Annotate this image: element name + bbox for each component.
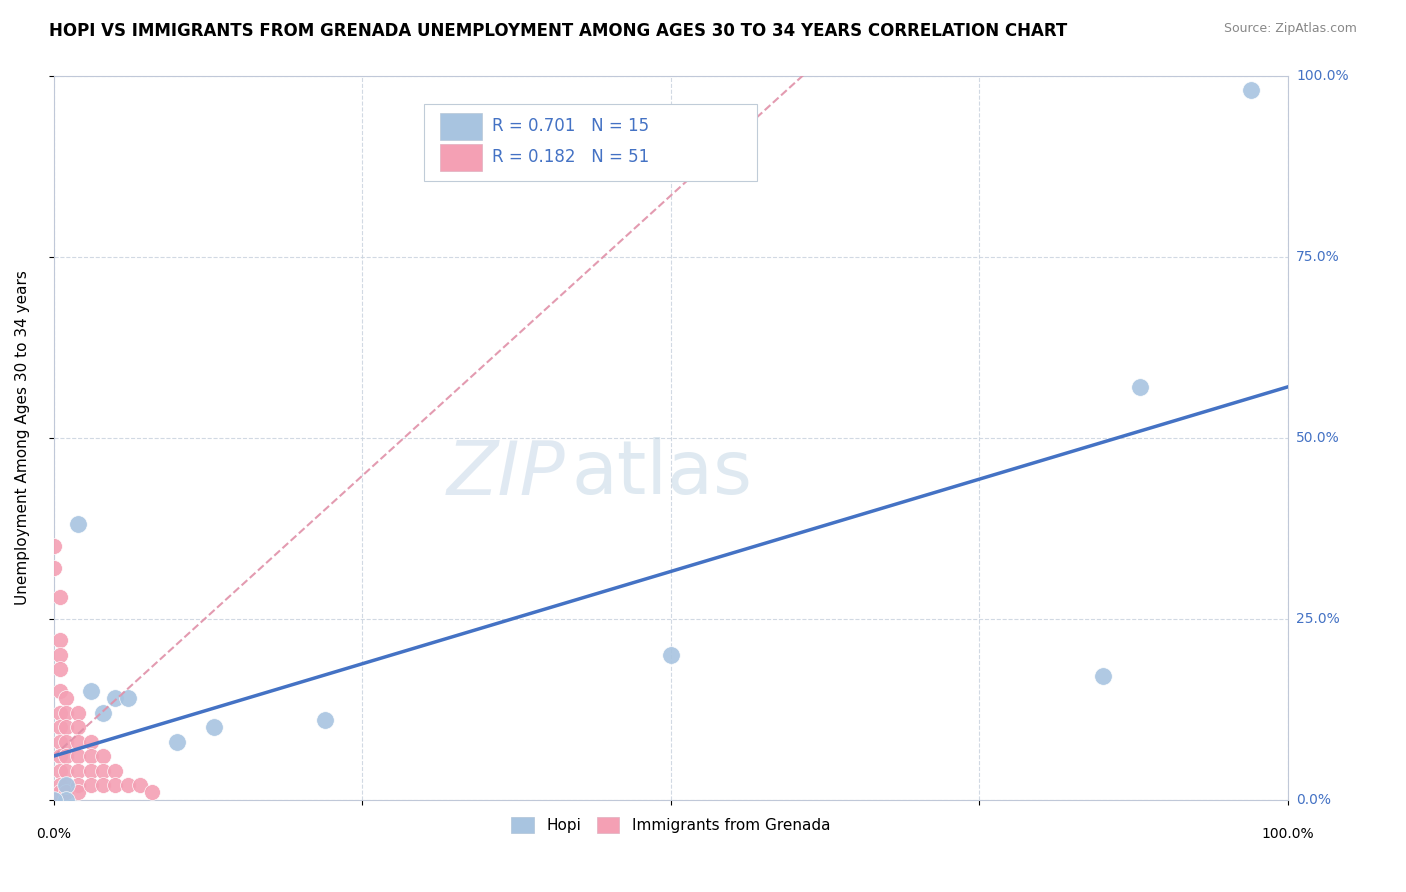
Text: atlas: atlas xyxy=(572,437,754,510)
Text: 0.0%: 0.0% xyxy=(1296,793,1331,806)
Point xyxy=(117,778,139,792)
Point xyxy=(314,713,336,727)
Point xyxy=(67,749,90,764)
Point xyxy=(91,749,114,764)
Text: ZIP: ZIP xyxy=(447,438,565,509)
Point xyxy=(79,778,101,792)
Point xyxy=(91,778,114,792)
Text: R = 0.701   N = 15: R = 0.701 N = 15 xyxy=(492,117,650,136)
Text: Source: ZipAtlas.com: Source: ZipAtlas.com xyxy=(1223,22,1357,36)
Text: 75.0%: 75.0% xyxy=(1296,250,1340,263)
Point xyxy=(55,792,77,806)
Point xyxy=(42,792,65,806)
Point xyxy=(49,590,72,604)
Text: R = 0.182   N = 51: R = 0.182 N = 51 xyxy=(492,148,650,166)
Point xyxy=(67,706,90,720)
Point xyxy=(202,720,225,734)
FancyBboxPatch shape xyxy=(423,104,758,180)
Point xyxy=(42,539,65,553)
Point xyxy=(79,684,101,698)
Point xyxy=(49,764,72,778)
Text: 100.0%: 100.0% xyxy=(1296,69,1348,83)
Point xyxy=(42,792,65,806)
Point xyxy=(67,778,90,792)
Point xyxy=(67,734,90,748)
Point xyxy=(67,785,90,799)
Y-axis label: Unemployment Among Ages 30 to 34 years: Unemployment Among Ages 30 to 34 years xyxy=(15,270,30,605)
Point xyxy=(55,764,77,778)
Point xyxy=(49,662,72,676)
Point xyxy=(42,792,65,806)
Point xyxy=(42,792,65,806)
Point xyxy=(79,734,101,748)
Point xyxy=(55,691,77,706)
Text: HOPI VS IMMIGRANTS FROM GRENADA UNEMPLOYMENT AMONG AGES 30 TO 34 YEARS CORRELATI: HOPI VS IMMIGRANTS FROM GRENADA UNEMPLOY… xyxy=(49,22,1067,40)
Point xyxy=(49,648,72,662)
Point xyxy=(42,792,65,806)
Point xyxy=(141,785,163,799)
Point xyxy=(49,706,72,720)
Point xyxy=(42,792,65,806)
Point xyxy=(49,633,72,648)
Point xyxy=(1240,83,1263,97)
Text: 50.0%: 50.0% xyxy=(1296,431,1340,444)
Point xyxy=(166,734,188,748)
Point xyxy=(67,517,90,532)
Point xyxy=(104,778,127,792)
Point xyxy=(91,764,114,778)
Point xyxy=(67,764,90,778)
Point xyxy=(42,561,65,575)
Point xyxy=(659,648,682,662)
Point xyxy=(55,778,77,792)
Text: 0.0%: 0.0% xyxy=(37,827,72,841)
Point xyxy=(104,764,127,778)
Point xyxy=(129,778,152,792)
Point xyxy=(104,691,127,706)
Point xyxy=(91,706,114,720)
Point xyxy=(55,706,77,720)
Point xyxy=(49,785,72,799)
FancyBboxPatch shape xyxy=(440,145,482,171)
Text: 100.0%: 100.0% xyxy=(1261,827,1315,841)
Point xyxy=(49,749,72,764)
Point xyxy=(42,792,65,806)
Point xyxy=(49,778,72,792)
Point xyxy=(49,684,72,698)
Text: 25.0%: 25.0% xyxy=(1296,612,1340,625)
FancyBboxPatch shape xyxy=(440,113,482,140)
Point xyxy=(1091,669,1114,683)
Point xyxy=(55,778,77,792)
Legend: Hopi, Immigrants from Grenada: Hopi, Immigrants from Grenada xyxy=(505,811,837,839)
Point xyxy=(117,691,139,706)
Point xyxy=(55,785,77,799)
Point xyxy=(67,720,90,734)
Point xyxy=(79,749,101,764)
Point xyxy=(79,764,101,778)
Point xyxy=(42,792,65,806)
Point xyxy=(55,720,77,734)
Point xyxy=(42,792,65,806)
Point xyxy=(55,734,77,748)
Point xyxy=(49,734,72,748)
Point xyxy=(1129,380,1152,394)
Point xyxy=(42,792,65,806)
Point xyxy=(55,749,77,764)
Point xyxy=(42,792,65,806)
Point xyxy=(49,720,72,734)
